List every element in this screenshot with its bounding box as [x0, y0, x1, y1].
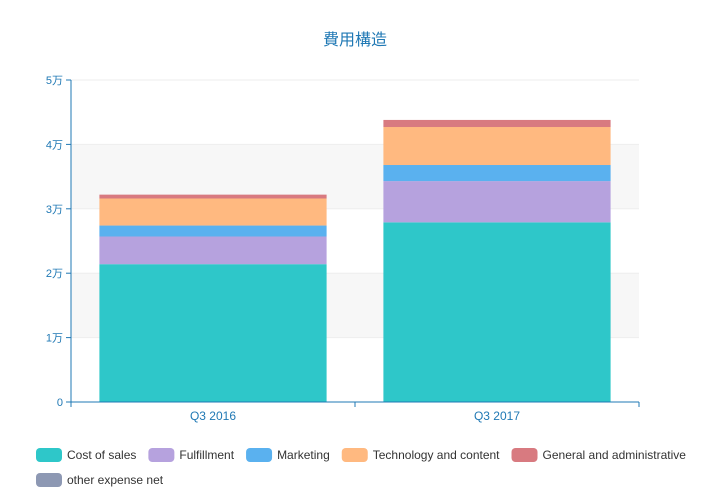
legend-item-marketing[interactable]: Marketing: [246, 448, 330, 462]
bar-segment-cost-of-sales[interactable]: [99, 264, 327, 402]
bar-segment-marketing[interactable]: [383, 165, 611, 182]
legend-label: Cost of sales: [67, 448, 136, 462]
y-axis-ticks: 0 1万 2万 3万 4万 5万: [46, 75, 71, 409]
x-tick-label: Q3 2016: [190, 409, 236, 423]
legend-swatch: [148, 448, 175, 462]
x-tick-label: Q3 2017: [474, 409, 520, 423]
legend-label: Marketing: [277, 448, 330, 462]
y-tick-label: 3万: [46, 204, 63, 216]
bar-segment-fulfillment[interactable]: [99, 236, 327, 265]
bars: [99, 119, 611, 402]
legend-swatch: [341, 448, 368, 462]
bar-segment-marketing[interactable]: [99, 225, 327, 237]
legend-item-general-and-administrative[interactable]: General and administrative: [511, 448, 687, 462]
bar-segment-technology-and-content[interactable]: [383, 127, 611, 166]
legend-label: Technology and content: [373, 448, 500, 462]
y-tick-label: 1万: [46, 333, 63, 345]
y-tick-label: 2万: [46, 268, 63, 280]
legend-swatch: [36, 448, 62, 462]
bar-segment-cost-of-sales[interactable]: [383, 222, 611, 402]
bar-segment-fulfillment[interactable]: [383, 181, 611, 223]
legend-label: Fulfillment: [179, 448, 234, 462]
legend-label: other expense net: [67, 473, 164, 487]
bar-segment-technology-and-content[interactable]: [99, 198, 327, 226]
x-axis-ticks: Q3 2016 Q3 2017: [70, 402, 640, 423]
y-tick-label: 0: [57, 397, 63, 409]
legend-item-cost-of-sales[interactable]: Cost of sales: [36, 448, 136, 462]
bar-segment-general-and-administrative[interactable]: [99, 194, 327, 199]
legend-label: General and administrative: [543, 448, 687, 462]
chart-title: 費用構造: [323, 30, 387, 49]
legend-item-fulfillment[interactable]: Fulfillment: [148, 448, 235, 462]
y-tick-label: 4万: [46, 139, 63, 151]
bar-segment-general-and-administrative[interactable]: [383, 119, 611, 128]
legend: Cost of sales Fulfillment Marketing Technol…: [36, 448, 686, 487]
legend-swatch: [511, 448, 538, 462]
legend-swatch: [36, 473, 62, 487]
legend-item-other-expense-net[interactable]: other expense net: [36, 473, 164, 487]
y-tick-label: 5万: [46, 75, 63, 87]
legend-item-technology-and-content[interactable]: Technology and content: [341, 448, 500, 462]
legend-swatch: [246, 448, 273, 462]
